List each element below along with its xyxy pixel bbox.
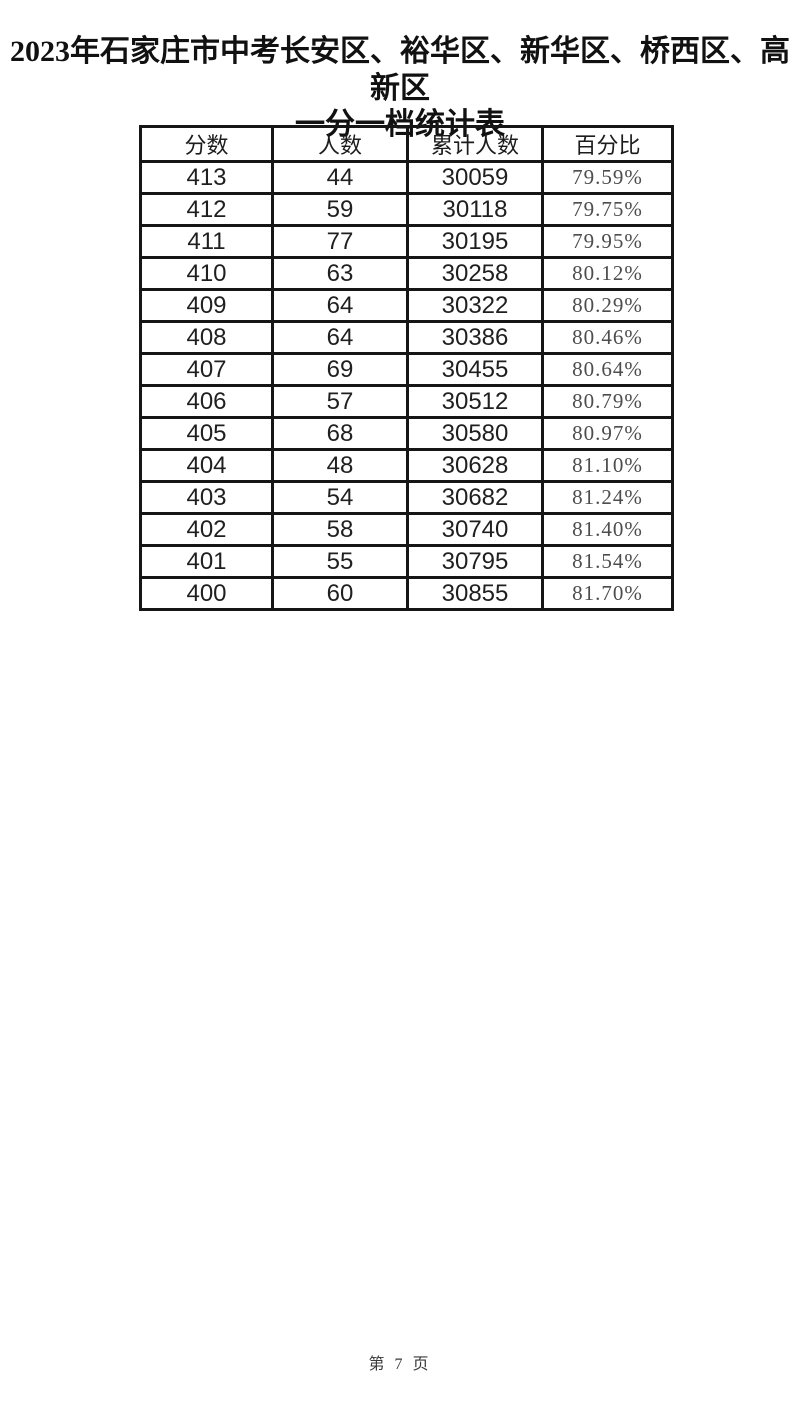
count-cell: 59 xyxy=(271,192,409,227)
score-cell: 402 xyxy=(139,512,274,547)
score-cell: 400 xyxy=(139,576,274,611)
percent-cell: 80.97% xyxy=(541,416,674,451)
cumulative-cell: 30512 xyxy=(406,384,544,419)
cumulative-cell: 30795 xyxy=(406,544,544,579)
page-title-line1: 2023年石家庄市中考长安区、裕华区、新华区、桥西区、高新区 xyxy=(10,35,790,105)
table-row: 406 57 30512 80.79% xyxy=(139,384,674,419)
count-cell: 69 xyxy=(271,352,409,387)
count-cell: 63 xyxy=(271,256,409,291)
score-cell: 411 xyxy=(139,224,274,259)
score-cell: 403 xyxy=(139,480,274,515)
header-cumulative: 累计人数 xyxy=(406,125,544,163)
score-cell: 408 xyxy=(139,320,274,355)
cumulative-cell: 30855 xyxy=(406,576,544,611)
percent-cell: 81.54% xyxy=(541,544,674,579)
cumulative-cell: 30195 xyxy=(406,224,544,259)
cumulative-cell: 30580 xyxy=(406,416,544,451)
percent-cell: 79.95% xyxy=(541,224,674,259)
percent-cell: 80.29% xyxy=(541,288,674,323)
score-cell: 407 xyxy=(139,352,274,387)
percent-cell: 81.10% xyxy=(541,448,674,483)
header-percent: 百分比 xyxy=(541,125,674,163)
table-row: 401 55 30795 81.54% xyxy=(139,544,674,579)
score-cell: 406 xyxy=(139,384,274,419)
score-cell: 413 xyxy=(139,160,274,195)
table-row: 407 69 30455 80.64% xyxy=(139,352,674,387)
score-cell: 412 xyxy=(139,192,274,227)
score-cell: 401 xyxy=(139,544,274,579)
table-row: 402 58 30740 81.40% xyxy=(139,512,674,547)
count-cell: 54 xyxy=(271,480,409,515)
count-cell: 77 xyxy=(271,224,409,259)
table-row: 411 77 30195 79.95% xyxy=(139,224,674,259)
cumulative-cell: 30740 xyxy=(406,512,544,547)
table-row: 412 59 30118 79.75% xyxy=(139,192,674,227)
count-cell: 57 xyxy=(271,384,409,419)
header-count: 人数 xyxy=(271,125,409,163)
score-distribution-table: 分数 人数 累计人数 百分比 413 44 30059 79.59% 412 5… xyxy=(139,125,674,611)
count-cell: 48 xyxy=(271,448,409,483)
count-cell: 44 xyxy=(271,160,409,195)
count-cell: 58 xyxy=(271,512,409,547)
table-header-row: 分数 人数 累计人数 百分比 xyxy=(139,125,674,163)
count-cell: 55 xyxy=(271,544,409,579)
percent-cell: 79.59% xyxy=(541,160,674,195)
table-row: 409 64 30322 80.29% xyxy=(139,288,674,323)
table-row: 410 63 30258 80.12% xyxy=(139,256,674,291)
cumulative-cell: 30682 xyxy=(406,480,544,515)
score-cell: 404 xyxy=(139,448,274,483)
percent-cell: 80.79% xyxy=(541,384,674,419)
cumulative-cell: 30258 xyxy=(406,256,544,291)
percent-cell: 80.46% xyxy=(541,320,674,355)
count-cell: 64 xyxy=(271,320,409,355)
percent-cell: 80.64% xyxy=(541,352,674,387)
table-row: 405 68 30580 80.97% xyxy=(139,416,674,451)
count-cell: 64 xyxy=(271,288,409,323)
percent-cell: 80.12% xyxy=(541,256,674,291)
table-row: 404 48 30628 81.10% xyxy=(139,448,674,483)
score-cell: 409 xyxy=(139,288,274,323)
cumulative-cell: 30386 xyxy=(406,320,544,355)
page-title: 2023年石家庄市中考长安区、裕华区、新华区、桥西区、高新区 一分一档统计表 xyxy=(0,0,800,144)
page-number: 第 7 页 xyxy=(368,1356,432,1373)
percent-cell: 79.75% xyxy=(541,192,674,227)
count-cell: 68 xyxy=(271,416,409,451)
table-row: 400 60 30855 81.70% xyxy=(139,576,674,611)
count-cell: 60 xyxy=(271,576,409,611)
cumulative-cell: 30059 xyxy=(406,160,544,195)
table-row: 413 44 30059 79.59% xyxy=(139,160,674,195)
percent-cell: 81.70% xyxy=(541,576,674,611)
cumulative-cell: 30628 xyxy=(406,448,544,483)
table-row: 408 64 30386 80.46% xyxy=(139,320,674,355)
table-row: 403 54 30682 81.24% xyxy=(139,480,674,515)
cumulative-cell: 30322 xyxy=(406,288,544,323)
percent-cell: 81.40% xyxy=(541,512,674,547)
cumulative-cell: 30455 xyxy=(406,352,544,387)
cumulative-cell: 30118 xyxy=(406,192,544,227)
score-cell: 410 xyxy=(139,256,274,291)
header-score: 分数 xyxy=(139,125,274,163)
percent-cell: 81.24% xyxy=(541,480,674,515)
score-cell: 405 xyxy=(139,416,274,451)
